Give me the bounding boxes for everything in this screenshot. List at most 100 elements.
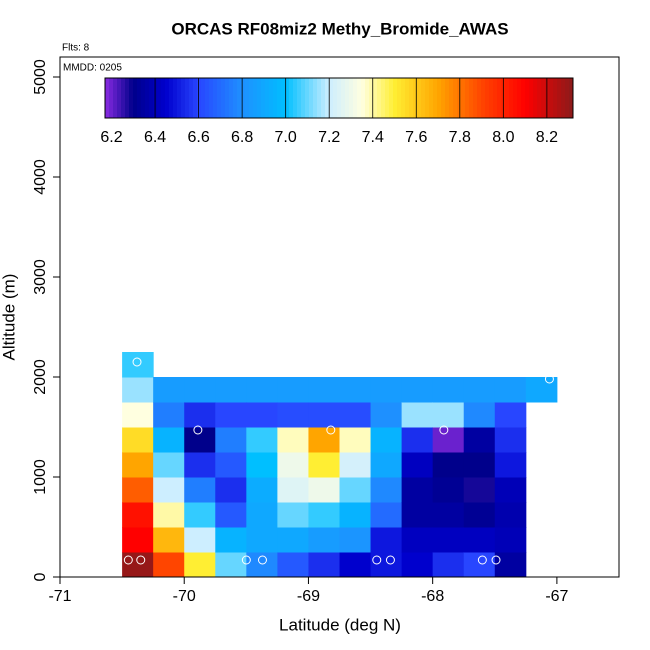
sample-point (544, 374, 554, 384)
colorbar-swatch (569, 78, 574, 118)
colorbar-swatch (533, 78, 538, 118)
sample-point (372, 555, 382, 565)
colorbar-swatch (261, 78, 266, 118)
y-axis-label: Altitude (m) (0, 274, 18, 361)
heat-cell (308, 552, 340, 578)
colorbar-tick-label: 8.2 (536, 129, 558, 146)
colorbar-swatch (549, 78, 554, 118)
colorbar-swatch (553, 78, 558, 118)
x-tick-label: -67 (545, 588, 568, 605)
colorbar-swatch (157, 78, 162, 118)
colorbar-swatch (125, 78, 130, 118)
heat-cell (370, 502, 403, 528)
colorbar-swatch (321, 78, 326, 118)
heat-cell (246, 402, 278, 428)
heat-cell (215, 452, 247, 478)
colorbar-swatch (433, 78, 438, 118)
heat-cell (432, 502, 465, 528)
colorbar-swatch (493, 78, 498, 118)
heat-cell (122, 352, 154, 378)
colorbar-tick-label: 7.2 (318, 129, 340, 146)
heat-cell (525, 377, 558, 403)
heat-cell (277, 402, 309, 428)
sample-point (257, 555, 267, 565)
heat-cell (494, 477, 527, 503)
heat-cell (308, 427, 340, 453)
colorbar-swatch (201, 78, 206, 118)
colorbar-swatch (109, 78, 114, 118)
heat-cell (339, 502, 372, 528)
sample-point (439, 425, 449, 435)
colorbar-swatch (561, 78, 566, 118)
heat-cell (401, 527, 434, 553)
colorbar-swatch (381, 78, 386, 118)
x-tick-label: -71 (48, 588, 71, 605)
heat-cell (277, 452, 309, 478)
colorbar-swatch (209, 78, 214, 118)
heat-cell (401, 427, 434, 453)
x-axis-label: Latitude (deg N) (279, 615, 401, 634)
sample-point (193, 425, 203, 435)
heat-cell (277, 552, 309, 578)
heat-cell (401, 452, 434, 478)
colorbar-swatch (141, 78, 146, 118)
heat-cell (401, 377, 434, 403)
heat-cell (463, 502, 496, 528)
colorbar-swatch (469, 78, 474, 118)
heat-cell (215, 502, 247, 528)
colorbar-swatch (233, 78, 238, 118)
colorbar-swatch (377, 78, 382, 118)
colorbar-swatch (365, 78, 370, 118)
colorbar-swatch (497, 78, 502, 118)
colorbar-swatch (237, 78, 242, 118)
colorbar-swatch (417, 78, 422, 118)
heat-cell (184, 402, 216, 428)
colorbar-swatch (149, 78, 154, 118)
heat-cell (370, 527, 403, 553)
y-tick-label: 4000 (32, 159, 49, 195)
heat-cell (432, 427, 465, 453)
colorbar-swatch (253, 78, 258, 118)
colorbar-swatch (217, 78, 222, 118)
colorbar-tick-label: 7.0 (275, 129, 297, 146)
sample-point (385, 555, 395, 565)
colorbar-swatch (537, 78, 542, 118)
colorbar-swatch (477, 78, 482, 118)
heat-cell (432, 477, 465, 503)
colorbar-tick-label: 6.6 (187, 129, 209, 146)
y-tick-label: 0 (32, 572, 49, 581)
colorbar-swatch (181, 78, 186, 118)
colorbar-swatch (249, 78, 254, 118)
colorbar-swatch (529, 78, 534, 118)
colorbar-swatch (393, 78, 398, 118)
heat-cell (432, 377, 465, 403)
colorbar-swatch (457, 78, 462, 118)
colorbar-swatch (481, 78, 486, 118)
heat-cell (246, 527, 278, 553)
heat-cell (370, 452, 403, 478)
heat-cell (215, 552, 247, 578)
colorbar-swatch (189, 78, 194, 118)
heat-cell (215, 477, 247, 503)
colorbar-swatch (277, 78, 282, 118)
heat-cell (122, 477, 154, 503)
heat-cell (153, 527, 185, 553)
colorbar-swatch (169, 78, 174, 118)
plot-frame (59, 56, 620, 578)
heat-cell (370, 402, 403, 428)
heat-cell (122, 402, 154, 428)
colorbar-swatch (289, 78, 294, 118)
heat-cell (370, 477, 403, 503)
heat-cell (339, 552, 372, 578)
colorbar-swatch (213, 78, 218, 118)
colorbar-swatch (313, 78, 318, 118)
heat-cell (277, 502, 309, 528)
colorbar-swatch (269, 78, 274, 118)
y-tick-label: 2000 (32, 359, 49, 395)
colorbar-swatch (565, 78, 570, 118)
colorbar-swatch (173, 78, 178, 118)
sample-point (241, 555, 251, 565)
heat-cell (494, 452, 527, 478)
colorbar-swatch (229, 78, 234, 118)
